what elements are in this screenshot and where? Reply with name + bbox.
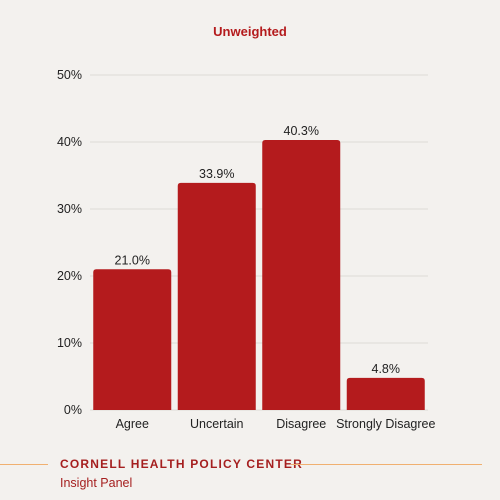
footer-divider-left <box>0 464 48 465</box>
panel-name: Insight Panel <box>60 476 133 490</box>
bar-chart: Unweighted 0% 10% 20% 30% 40% 50% 21.0% 33.9% 4… <box>57 24 436 431</box>
x-tick-label: Agree <box>116 417 149 431</box>
y-tick-label: 40% <box>57 135 82 149</box>
footer-divider-right <box>291 464 482 465</box>
chart-area: Unweighted 0% 10% 20% 30% 40% 50% 21.0% 33.9% 4… <box>57 24 436 431</box>
organization-name: CORNELL HEALTH POLICY CENTER <box>60 457 303 471</box>
y-tick-label: 10% <box>57 336 82 350</box>
bar-value-label: 21.0% <box>115 253 150 267</box>
bar-uncertain <box>177 182 256 410</box>
bar-strongly-disagree <box>346 377 425 410</box>
x-tick-label: Disagree <box>276 417 326 431</box>
x-tick-label: Uncertain <box>190 417 244 431</box>
bar-value-label: 4.8% <box>372 362 401 376</box>
bar-value-label: 40.3% <box>284 124 319 138</box>
bar-disagree <box>262 139 341 411</box>
y-tick-label: 30% <box>57 202 82 216</box>
x-tick-label: Strongly Disagree <box>336 417 435 431</box>
y-tick-label: 20% <box>57 269 82 283</box>
bar-value-label: 33.9% <box>199 167 234 181</box>
bar-value-labels: 21.0% 33.9% 40.3% 4.8% <box>115 124 400 376</box>
bars <box>93 139 425 411</box>
x-axis-ticks: Agree Uncertain Disagree Strongly Disagree <box>116 417 436 431</box>
y-tick-label: 50% <box>57 68 82 82</box>
y-tick-label: 0% <box>64 403 82 417</box>
bar-agree <box>93 269 172 410</box>
y-axis-ticks: 0% 10% 20% 30% 40% 50% <box>57 68 82 417</box>
chart-title: Unweighted <box>213 24 287 39</box>
